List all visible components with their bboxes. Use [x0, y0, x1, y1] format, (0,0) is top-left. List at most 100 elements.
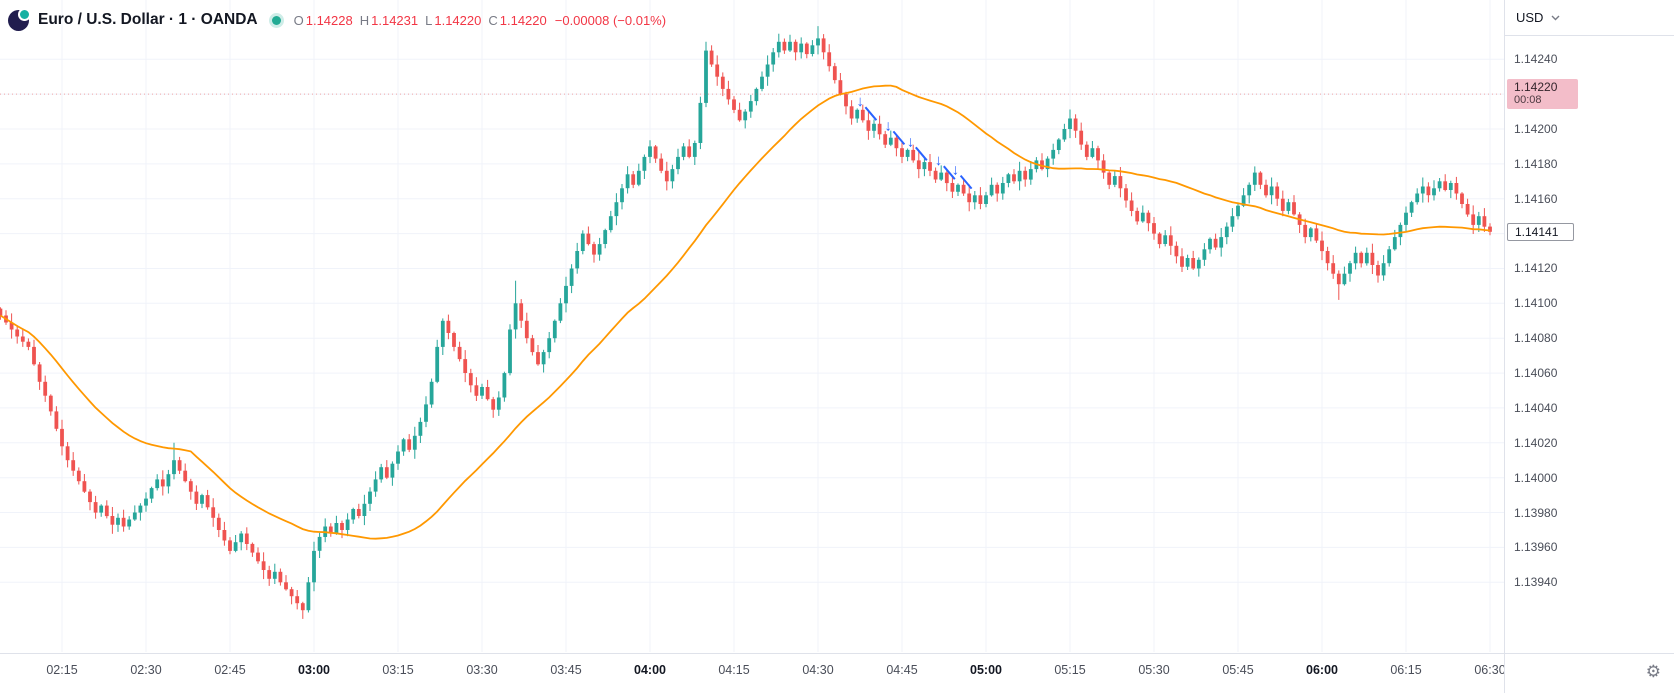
- candle-body: [256, 552, 260, 562]
- candle-body: [1152, 223, 1156, 234]
- candle-body: [183, 470, 188, 482]
- candle-body: [821, 38, 826, 53]
- candle-body: [799, 43, 804, 53]
- time-axis-label: 03:45: [550, 663, 582, 677]
- symbol-title[interactable]: Euro / U.S. Dollar · 1 · OANDA: [38, 11, 258, 28]
- candle-body: [939, 172, 944, 180]
- time-axis-label: 05:00: [970, 663, 1002, 677]
- time-axis-label: 04:30: [802, 663, 834, 677]
- settings-icon[interactable]: ⚙: [1645, 662, 1661, 681]
- candle-body: [1124, 188, 1128, 201]
- candle-body: [1112, 176, 1117, 185]
- candle-body: [32, 346, 36, 365]
- candle-body: [631, 174, 636, 185]
- candle-body: [765, 64, 770, 77]
- candle-body: [250, 543, 255, 553]
- candle-body: [480, 387, 484, 396]
- candle-body: [1056, 139, 1061, 150]
- candle-body: [396, 451, 400, 464]
- candle-body: [720, 76, 725, 89]
- candle-body: [1420, 186, 1425, 194]
- candle-body: [1342, 273, 1347, 285]
- candle-body: [1381, 263, 1386, 276]
- candle-body: [575, 251, 580, 269]
- candle-body: [278, 571, 283, 583]
- marker-line: [915, 146, 928, 161]
- candle-body: [1051, 149, 1056, 159]
- candle-body: [866, 120, 871, 131]
- trade-markers[interactable]: ↓ ↓ ↓ ↓ ↓: [856, 93, 973, 190]
- candle-body: [804, 43, 809, 55]
- candle-body: [317, 536, 322, 551]
- candle-body: [312, 550, 316, 583]
- candle-body: [1359, 252, 1364, 264]
- candle-body: [855, 109, 860, 119]
- candle-body: [776, 41, 781, 53]
- candle-body: [267, 570, 272, 579]
- candle-body: [978, 195, 983, 204]
- candle-body: [54, 411, 59, 429]
- ma-line[interactable]: [0, 84, 1491, 540]
- time-axis-label: 04:00: [634, 663, 666, 677]
- candle-body: [1202, 249, 1207, 260]
- time-axis-label: 04:15: [718, 663, 750, 677]
- candle-body: [48, 395, 53, 412]
- candle-body: [1308, 228, 1313, 238]
- candle-body: [1208, 238, 1212, 250]
- candle-body: [519, 303, 524, 321]
- candle-body: [592, 244, 596, 255]
- candle-body: [295, 596, 300, 604]
- currency-selector[interactable]: USD: [1505, 0, 1674, 36]
- candle-body: [771, 52, 776, 65]
- candle-body: [452, 333, 456, 347]
- candle-body: [368, 491, 372, 504]
- candle-body: [984, 195, 988, 204]
- candle-body: [956, 184, 960, 192]
- candle-body: [300, 603, 305, 611]
- price-axis-label: 1.13980: [1514, 505, 1558, 520]
- candle-body: [222, 530, 227, 541]
- candle-body: [1320, 240, 1324, 252]
- candle-body: [1219, 237, 1224, 248]
- candle-body: [82, 481, 87, 492]
- candle-body: [1387, 249, 1392, 264]
- price-axis-label: 1.14000: [1514, 470, 1558, 485]
- candle-body: [177, 460, 182, 471]
- candle-body: [995, 184, 1000, 194]
- time-axis[interactable]: 02:15 02:30 02:45 03:00 03:15 03:30 03:45 04:00…: [0, 653, 1506, 693]
- chevron-down-icon: [1551, 15, 1560, 20]
- bar-countdown: 00:08: [1514, 94, 1542, 107]
- candle-body: [793, 41, 798, 53]
- candle-body: [1213, 238, 1218, 248]
- candle-body: [211, 507, 216, 518]
- candle-body: [698, 102, 703, 143]
- candlestick-chart[interactable]: ↓ ↓ ↓ ↓ ↓: [0, 0, 1504, 652]
- candle-body: [121, 517, 126, 527]
- candle-body: [1437, 181, 1442, 189]
- candle-body: [1376, 265, 1380, 276]
- candle-body: [1258, 172, 1263, 185]
- candle-body: [1292, 202, 1296, 215]
- candle-body: [172, 460, 176, 475]
- candle-body: [412, 435, 417, 450]
- candle-body: [1118, 176, 1123, 189]
- price-axis-label: 1.14240: [1514, 52, 1558, 67]
- candle-body: [961, 184, 966, 194]
- candle-body: [71, 460, 76, 471]
- time-axis-label: 02:45: [214, 663, 246, 677]
- candle-body: [1006, 174, 1011, 183]
- candle-body: [1140, 212, 1145, 222]
- candle-body: [99, 505, 104, 513]
- candle-body: [429, 381, 434, 405]
- candle-body: [216, 517, 221, 530]
- candle-body: [390, 463, 395, 478]
- down-arrow-icon: ↓: [935, 152, 943, 169]
- price-axis-label: 1.14080: [1514, 331, 1558, 346]
- candle-body: [26, 341, 31, 347]
- candle-body: [1476, 216, 1481, 225]
- candle-body: [43, 381, 48, 396]
- candle-body: [950, 183, 955, 192]
- time-axis-label: 06:00: [1306, 663, 1338, 677]
- price-axis[interactable]: USD 1.14240 1.14200 1.14180 1.14160 1.14120 1…: [1504, 0, 1674, 653]
- candle-body: [580, 233, 585, 251]
